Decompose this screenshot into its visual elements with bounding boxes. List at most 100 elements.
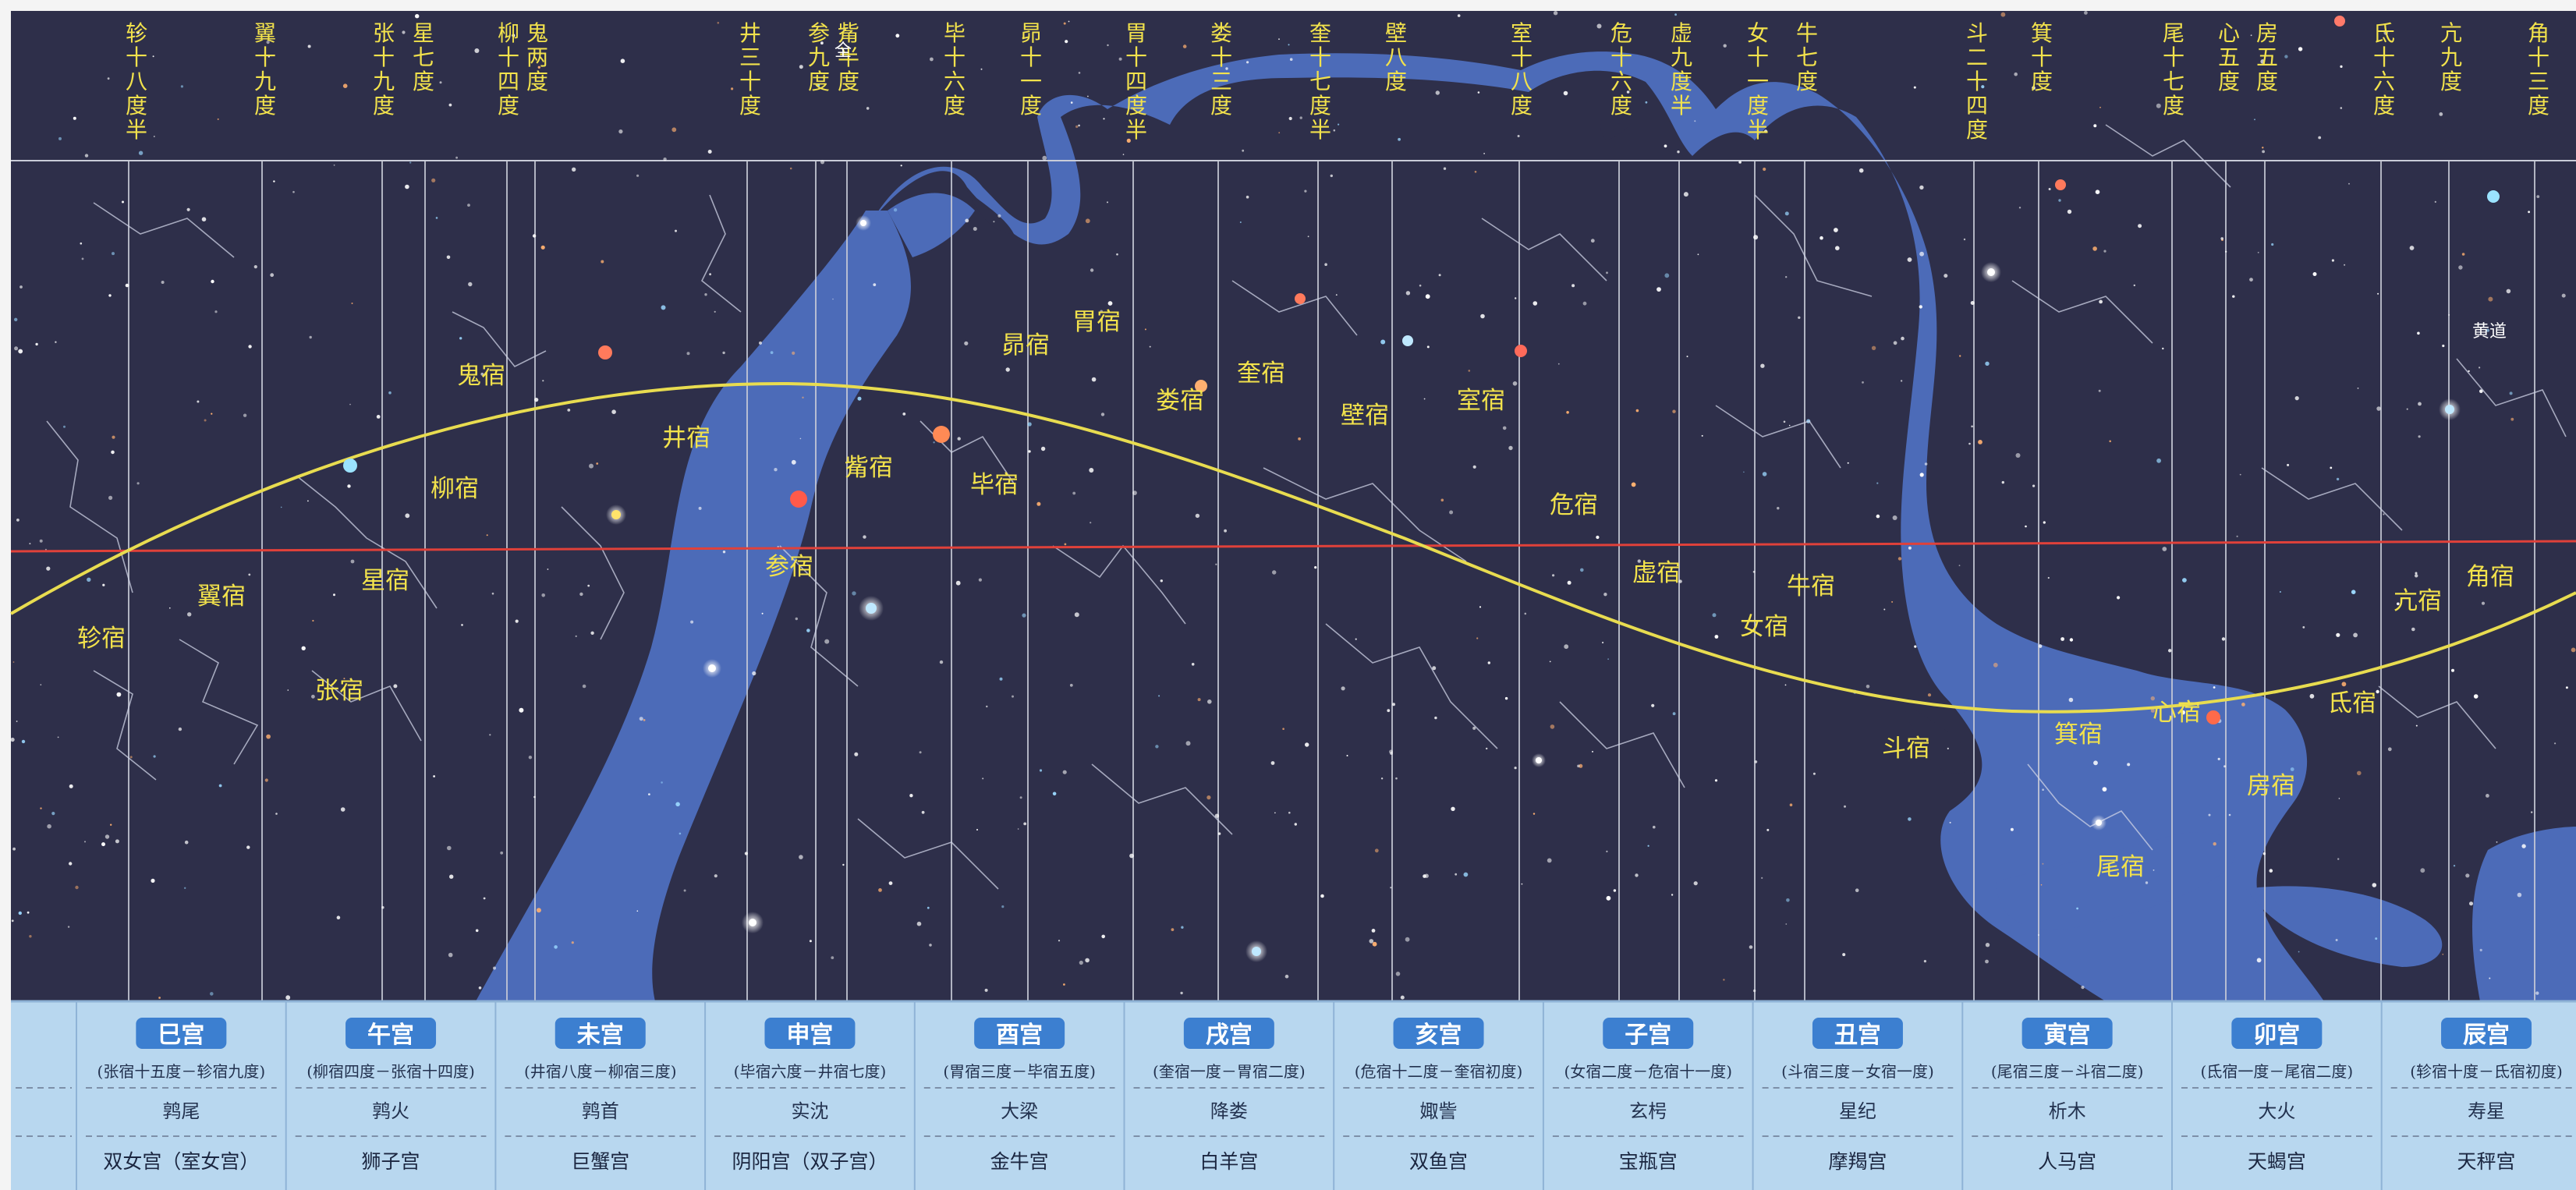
palace-western-name: 阴阳宫（双子宫） (732, 1150, 888, 1173)
star (1919, 305, 1922, 309)
palace-western-name: 双女宫（室女宫） (103, 1150, 259, 1173)
star (129, 756, 133, 759)
star (2298, 951, 2300, 953)
star (1958, 565, 1961, 567)
star (799, 855, 803, 859)
star (978, 578, 982, 582)
star (1075, 125, 1079, 129)
degree-label: 星七度 (413, 20, 434, 94)
star (1763, 167, 1766, 172)
lodge-name: 箕宿 (2054, 721, 2103, 749)
star (2213, 842, 2216, 846)
palace-range: (氐宿一度－尾宿二度) (2201, 1062, 2354, 1081)
palace-badge (2021, 1018, 2113, 1049)
star (2279, 591, 2281, 593)
star (1504, 696, 1508, 700)
star (1971, 425, 1973, 428)
star (999, 677, 1003, 681)
star (1487, 661, 1491, 664)
star (1299, 116, 1302, 119)
star (2015, 453, 2021, 458)
star (537, 66, 540, 69)
star (14, 346, 19, 351)
star (1087, 95, 1089, 97)
star (542, 380, 544, 382)
star (2099, 106, 2101, 108)
star (1012, 695, 1014, 698)
star (1557, 363, 1560, 365)
star (81, 257, 84, 260)
star (16, 519, 19, 522)
star (2138, 224, 2142, 228)
star (2043, 521, 2046, 524)
star (601, 260, 604, 264)
palace-range: (女宿二度－危宿十一度) (1564, 1062, 1732, 1081)
lodge-name: 尾宿 (2096, 853, 2145, 881)
star (575, 635, 577, 638)
lodge-name: 毕宿 (970, 471, 1019, 499)
star (842, 29, 845, 31)
star (1278, 38, 1280, 41)
star (280, 506, 282, 508)
star (541, 593, 545, 597)
star (1924, 462, 1928, 466)
lodge-name: 井宿 (662, 424, 710, 452)
star (1914, 645, 1917, 648)
palace-ancient-name: 大梁 (1001, 1100, 1038, 1122)
star (554, 945, 558, 949)
star (218, 784, 222, 788)
star (1207, 795, 1211, 800)
lodge-name: 张宿 (315, 677, 363, 705)
star (2442, 953, 2444, 955)
star (2372, 883, 2377, 887)
star (210, 992, 214, 996)
star (107, 77, 110, 80)
star (285, 995, 291, 1001)
star (1278, 132, 1281, 134)
star (1072, 491, 1076, 495)
star (1036, 501, 1041, 506)
degree-label: 翼十九度 (254, 20, 276, 119)
star (1224, 529, 1227, 533)
star (1191, 663, 1195, 666)
star (1019, 796, 1022, 799)
star (266, 734, 271, 739)
degree-label: 参九度 (808, 20, 830, 94)
star (1752, 571, 1756, 573)
ecliptic-curve (9, 381, 2576, 714)
star (1424, 873, 1429, 878)
star (1068, 20, 1070, 23)
star (888, 881, 893, 885)
star (1480, 313, 1485, 319)
star (893, 208, 898, 212)
star (287, 689, 289, 691)
star (87, 577, 91, 582)
star (2536, 195, 2540, 199)
degree-label: 室十八度 (1511, 20, 1532, 119)
star (108, 294, 112, 297)
palace-badge (2441, 1018, 2532, 1049)
star (2528, 211, 2531, 214)
star (2217, 757, 2220, 760)
star (1674, 13, 1678, 16)
star (1062, 770, 1067, 774)
star (1126, 138, 1131, 143)
star (1579, 763, 1583, 768)
star (1419, 284, 1422, 287)
star (1626, 90, 1630, 94)
star (253, 265, 257, 269)
star (1564, 644, 1569, 650)
star (857, 396, 862, 401)
star (1714, 779, 1718, 782)
star (1580, 568, 1584, 572)
star (2348, 182, 2350, 185)
lodge-name: 虚宿 (1632, 559, 1681, 587)
star (402, 30, 406, 34)
star (1552, 574, 1555, 577)
star (1039, 769, 1043, 772)
star (2509, 391, 2513, 395)
